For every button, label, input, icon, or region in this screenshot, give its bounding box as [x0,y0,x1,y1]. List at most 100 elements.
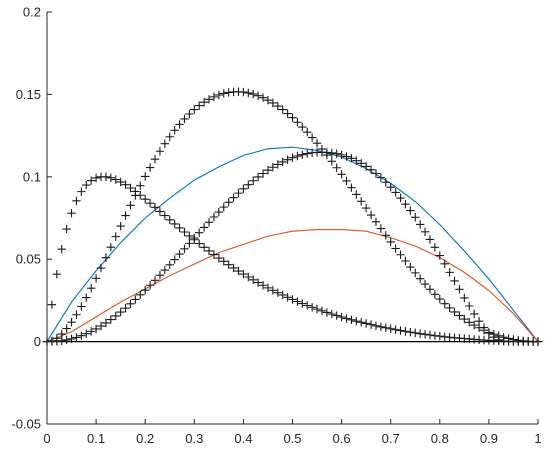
plus-marker [474,316,484,326]
plus-marker [180,114,189,124]
plus-marker [62,335,71,345]
plus-marker [72,196,81,206]
plus-marker [160,265,170,275]
plus-marker [155,147,165,156]
plus-marker [47,300,57,309]
plus-marker [332,311,341,320]
plus-marker [209,92,219,102]
plus-marker [234,266,243,276]
plus-marker [121,180,130,189]
plus-marker [67,334,76,343]
plus-marker [460,314,469,324]
plus-marker [258,281,268,290]
plus-marker [293,151,302,161]
plus-marker [244,88,253,98]
plus-marker [396,326,405,335]
plus-marker [381,231,390,240]
plus-marker [150,276,160,285]
plus-marker [376,173,386,182]
plus-marker [165,215,174,225]
plus-marker [111,311,120,321]
plus-marker [386,182,395,192]
plus-marker [165,260,174,269]
plus-marker [283,293,292,302]
plus-marker [337,312,346,322]
plus-marker [131,191,140,200]
plus-marker [406,262,415,272]
plus-marker [165,132,174,141]
plus-marker [91,173,101,183]
plus-marker [175,120,184,129]
plus-marker [67,209,76,218]
plus-marker [455,311,464,320]
y-tick-label: 0.05 [16,252,41,267]
plus-marker [415,329,425,338]
plus-marker [82,180,91,190]
plus-marker [185,231,194,241]
plus-marker [106,315,116,324]
plus-marker [303,149,312,158]
plus-marker [170,255,179,264]
plus-marker [82,293,91,302]
plus-marker [209,212,219,222]
plus-marker [52,270,62,279]
plus-marker [126,299,135,309]
plus-marker [57,336,66,345]
plus-marker [180,244,189,254]
plus-marker [195,239,204,248]
plus-marker [249,89,258,99]
plus-marker [406,206,415,215]
axes: 0 0.1 0.2 0.3 0.4 0.5 0.6 0.7 0.8 0.9 1-0.0500.050… [11,5,541,447]
y-tick-label: -0.05 [11,417,41,432]
plus-marker [185,109,194,119]
plus-marker [116,307,125,317]
plus-marker [406,328,415,337]
plus-marker [175,249,184,259]
plus-marker [136,290,145,299]
plus-marker [396,250,405,259]
plus-marker [253,278,263,287]
y-tick-label: 0 [34,334,41,349]
plus-marker [307,133,317,142]
plus-marker [425,235,435,244]
plus-marker [91,274,101,283]
plus-marker [342,176,351,186]
plus-marker [337,170,346,179]
plus-marker [376,322,386,331]
plus-marker [101,172,111,181]
plus-marker [425,285,435,294]
x-tick-label: 0.6 [333,431,351,446]
plus-marker [224,260,233,269]
plus-marker [361,319,371,328]
plus-marker [298,299,307,308]
series-line-1 [46,146,539,342]
plus-marker [116,221,125,231]
plus-marker [445,268,454,277]
plus-marker [366,165,376,174]
plus-marker [82,329,91,338]
plus-marker [425,330,435,340]
plus-marker [347,154,356,163]
plus-marker [361,162,371,171]
plus-marker [106,242,116,252]
plus-marker [263,166,273,175]
plus-marker [411,268,420,278]
plus-marker [450,276,459,286]
plus-marker [141,195,150,204]
marker-series-3 [42,172,543,346]
plus-marker [303,127,312,137]
plus-marker [278,157,287,167]
plus-marker [293,297,302,306]
plus-marker [445,303,454,313]
plus-marker [170,126,179,135]
plus-marker [214,90,224,100]
plus-marker [91,324,101,334]
plus-marker [126,201,135,210]
plus-marker [440,259,449,269]
plus-marker [195,228,204,237]
plus-marker [219,202,228,212]
plus-marker [268,286,278,295]
plus-marker [101,318,111,328]
plus-marker [440,299,449,308]
